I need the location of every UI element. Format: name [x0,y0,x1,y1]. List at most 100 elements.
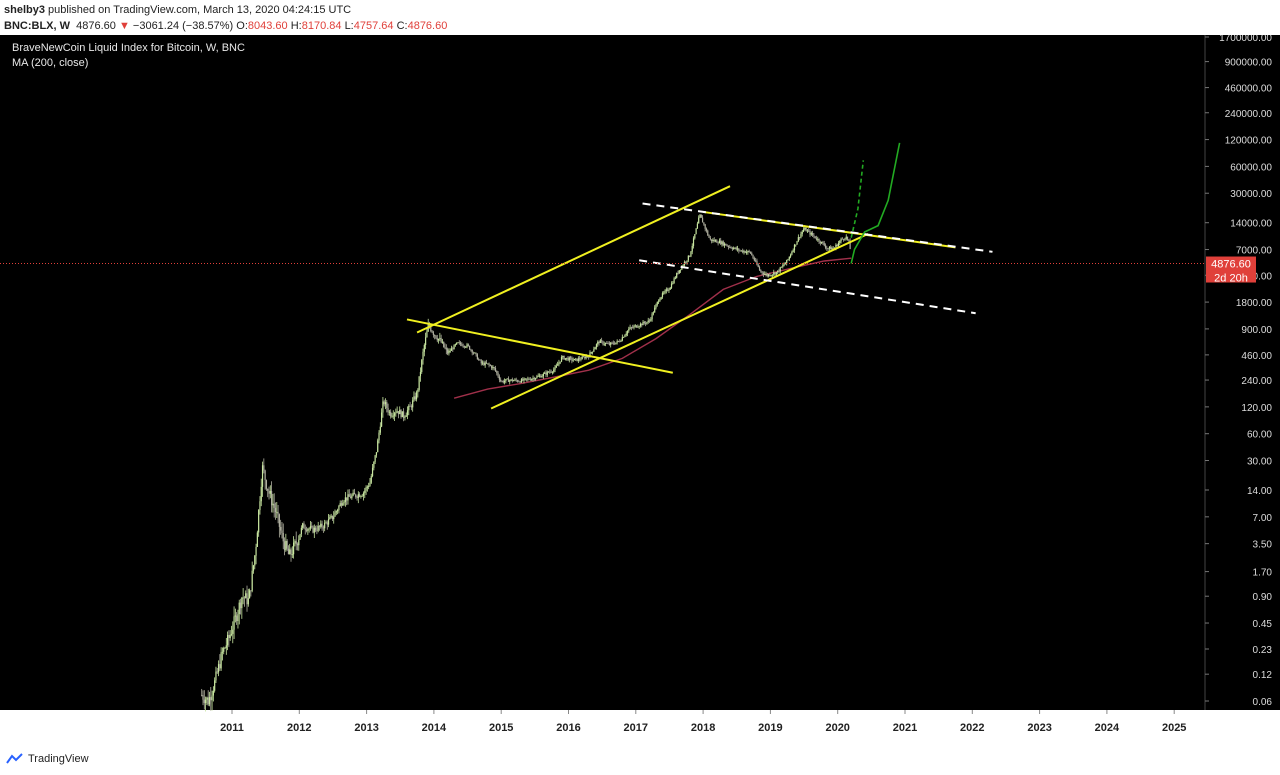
price-axis-background[interactable] [1205,35,1280,710]
y-tick-label: 60.00 [1247,430,1272,441]
candle-body [386,402,388,409]
candle-body [393,413,396,416]
trendlines-layer[interactable] [406,185,993,410]
candle-body [346,497,348,501]
candle-body [568,357,570,361]
candle-body [773,272,775,275]
candle-body [797,237,799,242]
time-axis[interactable]: 2011 2012 2013 2014 2015 2016 2017 2018 2019 2020… [220,710,1186,734]
candle-body [329,517,331,520]
candle-body [743,251,745,253]
price-change: −3061.24 (−38.57%) [132,20,234,32]
candle-body [590,352,592,354]
candle-body [250,590,252,592]
candle-body [325,522,327,524]
open-value: 8043.60 [247,20,288,32]
candle-body [437,338,440,341]
candle-body [589,352,591,358]
candle-body [439,338,441,340]
close-label: C: [396,20,408,32]
candle-body [718,240,721,244]
candle-body [846,236,849,240]
candle-body [435,335,437,339]
candle-body [748,251,750,252]
candle-body [422,351,424,361]
chart-container[interactable]: 1700000.00 900000.00 460000.00 240000.00 120… [0,33,1280,745]
candle-body [353,492,356,495]
candle-body [598,341,600,343]
candle-body [677,273,679,274]
chart-background [0,35,1205,710]
candle-body [571,357,573,361]
candle-body [441,341,444,343]
candle-body [321,523,323,528]
candle-body [542,373,544,377]
candle-body [241,597,243,609]
candle-body [765,273,767,275]
candle-body [698,217,700,224]
candle-body [742,250,744,253]
candle-body [333,516,335,520]
candle-body [703,222,705,225]
legend-indicator[interactable]: MA (200, close) [12,57,88,69]
high-value: 8170.84 [301,20,342,32]
candle-body [581,356,583,360]
y-tick-label: 30000.00 [1230,189,1272,200]
candle-body [496,370,498,374]
candle-body [487,363,489,365]
candle-body [221,651,224,653]
candle-body [406,410,409,416]
candle-body [381,412,383,427]
x-tick-label: 2020 [825,722,849,734]
candle-body [285,540,287,551]
candle-body [419,371,422,377]
candle-body [676,273,678,278]
candle-body [251,570,253,591]
candle-body [204,699,207,704]
candle-body [268,490,270,494]
candle-body [575,358,577,360]
candle-body [608,343,610,345]
candle-body [824,245,827,248]
candle-body [410,406,412,408]
candle-body [663,292,665,294]
low-value: 4757.64 [353,20,394,32]
footer-brand[interactable]: TradingView [6,750,89,768]
candle-body [479,359,481,361]
candle-body [531,378,533,381]
candle-body [567,357,569,361]
candle-body [300,527,302,535]
candle-body [228,634,230,639]
candle-body [302,523,304,528]
candle-body [533,377,535,380]
candle-body [739,250,741,252]
candle-body [551,371,554,373]
candle-body [835,244,837,248]
projection-dashed-path [850,160,865,238]
candle-body [206,697,208,700]
candle-body [721,241,723,245]
candle-body [632,327,634,329]
candle-body [507,378,510,382]
price-axis[interactable]: 1700000.00 900000.00 460000.00 240000.00 120… [1205,33,1273,708]
projection-layer[interactable] [850,142,901,264]
candle-body [817,238,819,240]
candle-body [787,259,789,261]
candle-body [452,348,454,350]
price-chart[interactable]: 1700000.00 900000.00 460000.00 240000.00 120… [0,33,1280,745]
candle-body [476,354,478,360]
candle-body [643,321,645,324]
candle-body [827,248,829,250]
candle-body [585,356,587,359]
x-tick-label: 2024 [1095,722,1120,734]
candle-body [811,232,814,236]
candle-body [805,227,807,232]
open-label: O: [236,20,248,32]
candle-body [431,330,433,333]
candle-body [546,371,548,375]
y-tick-label: 3.50 [1253,540,1273,551]
candle-body [707,230,709,236]
candle-body [786,259,788,264]
time-axis-background[interactable] [0,710,1280,745]
author-name[interactable]: shelby3 [4,4,45,16]
